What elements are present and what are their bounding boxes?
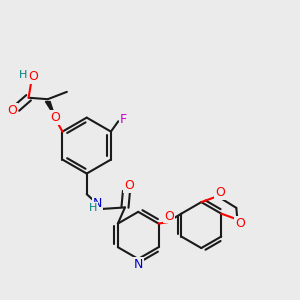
Text: O: O bbox=[28, 70, 38, 83]
Text: O: O bbox=[124, 179, 134, 192]
Text: F: F bbox=[120, 113, 127, 126]
Text: N: N bbox=[93, 197, 102, 210]
Text: H: H bbox=[19, 70, 28, 80]
Text: O: O bbox=[235, 217, 245, 230]
Text: O: O bbox=[164, 210, 174, 223]
Text: N: N bbox=[134, 258, 143, 271]
Text: O: O bbox=[50, 111, 60, 124]
Text: O: O bbox=[215, 186, 225, 199]
Text: H: H bbox=[89, 203, 98, 213]
Polygon shape bbox=[45, 102, 55, 117]
Text: O: O bbox=[8, 104, 17, 117]
